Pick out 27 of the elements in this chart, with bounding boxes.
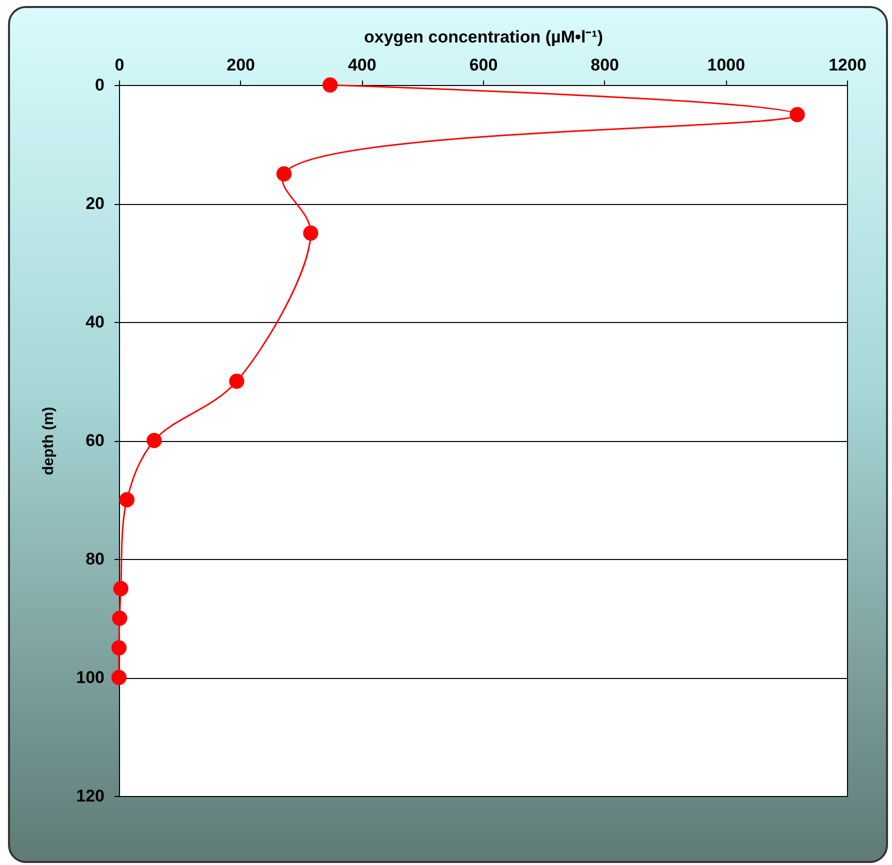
x-axis-title: oxygen concentration (µM•l⁻¹) xyxy=(364,28,603,46)
point xyxy=(111,640,127,656)
x-tick-label: 400 xyxy=(348,56,376,74)
y-tick-label: 40 xyxy=(86,312,104,332)
x-tick-label: 800 xyxy=(590,56,620,74)
point xyxy=(229,374,244,389)
x-tick-label: 1200 xyxy=(828,56,866,74)
y-tick-label: 20 xyxy=(86,194,104,213)
y-tick-label: 80 xyxy=(86,550,104,568)
point xyxy=(112,610,128,626)
y-tick-label: 60 xyxy=(86,431,104,450)
x-tick-label: 1000 xyxy=(707,56,746,74)
y-tick-label: 120 xyxy=(76,786,104,806)
point xyxy=(119,492,134,508)
point xyxy=(322,77,338,93)
point xyxy=(146,432,162,448)
x-tick-label: 200 xyxy=(226,56,256,74)
point xyxy=(113,581,128,596)
x-tick-label: 600 xyxy=(469,56,498,74)
y-tick-label: 0 xyxy=(95,76,104,94)
point xyxy=(111,670,127,686)
point xyxy=(276,166,292,182)
y-tick-label: 100 xyxy=(76,668,104,687)
point xyxy=(303,226,318,241)
x-tick-label: 0 xyxy=(114,56,124,74)
y-axis-title: depth (m) xyxy=(40,406,58,476)
point xyxy=(790,107,805,122)
